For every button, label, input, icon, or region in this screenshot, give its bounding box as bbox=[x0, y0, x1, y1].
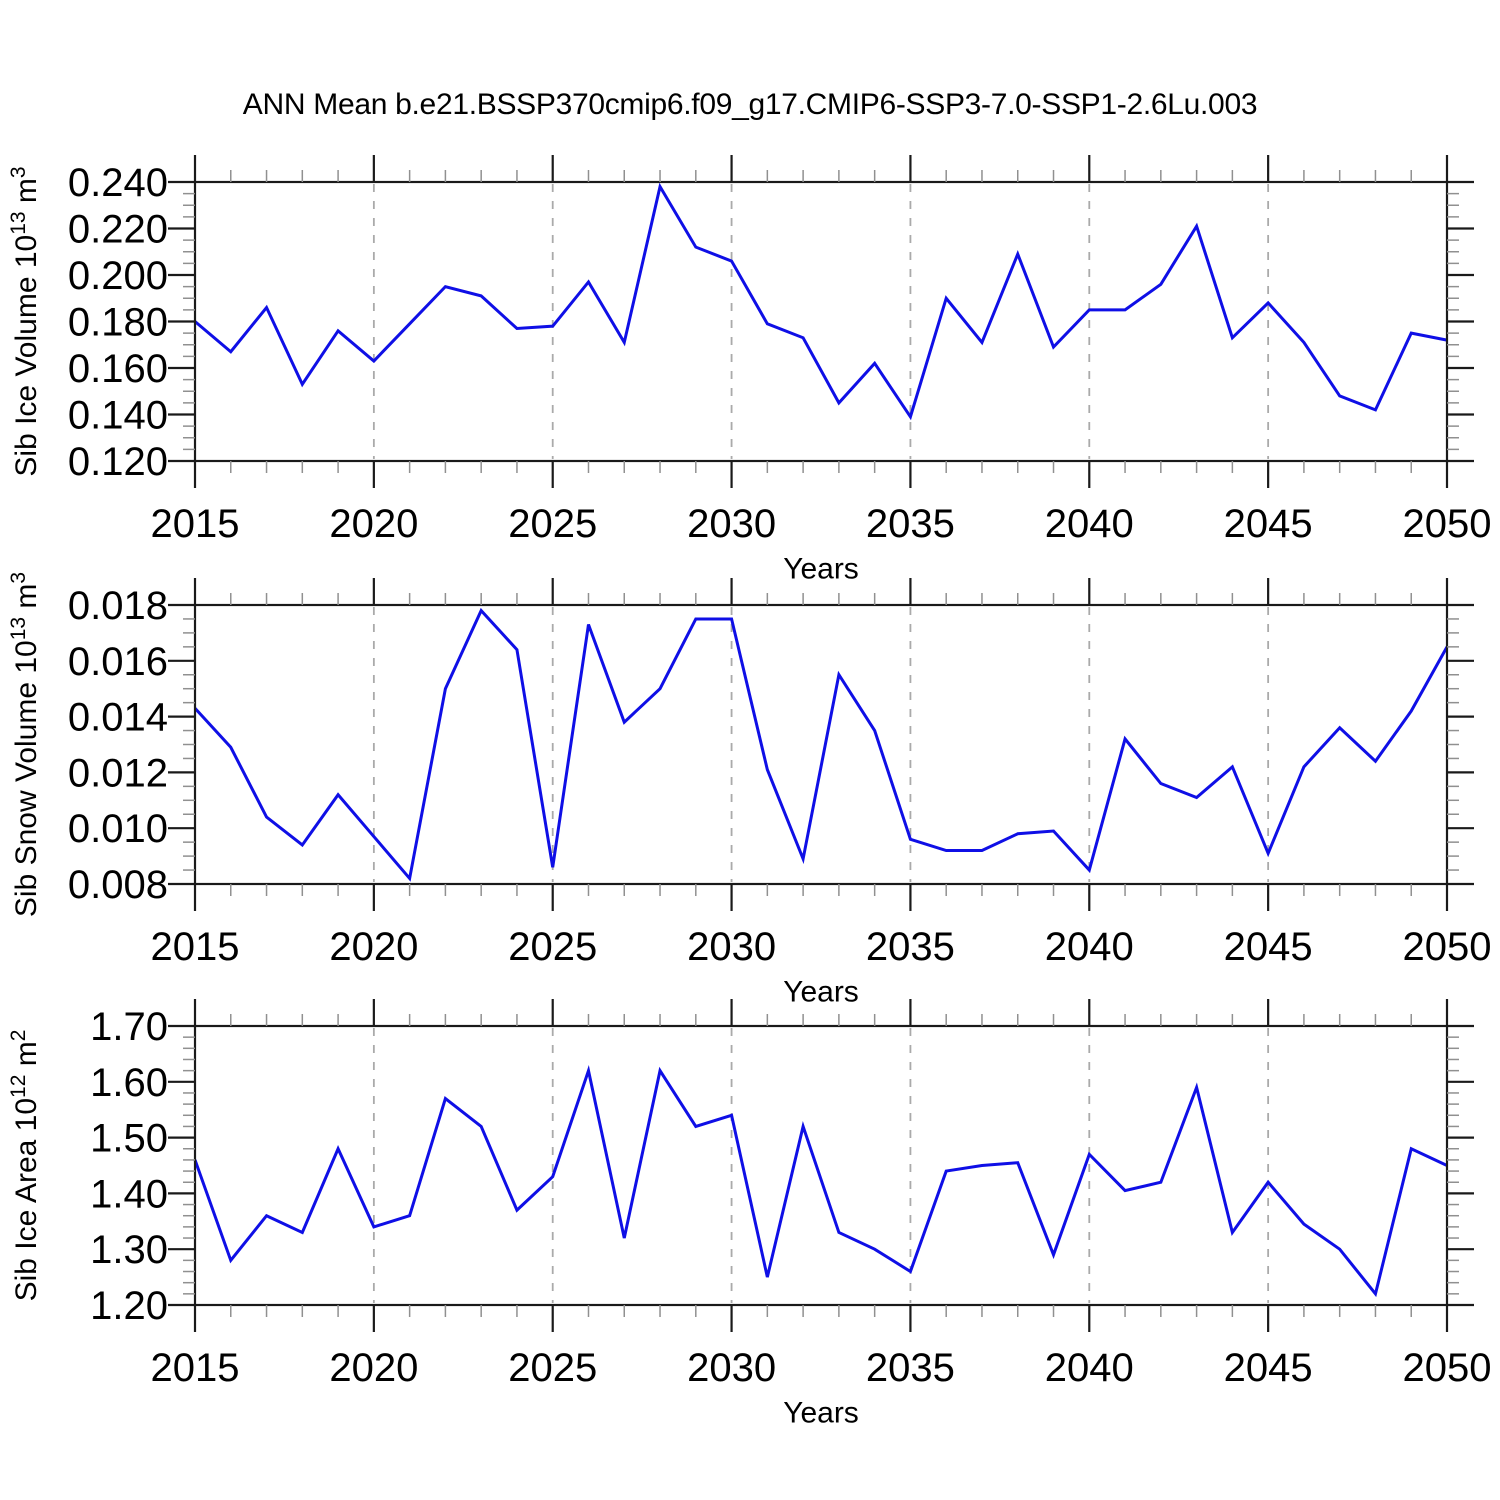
y-axis-title-sib-snow-volume: Sib Snow Volume 1013 m3 bbox=[7, 572, 43, 917]
y-axis-title-sib-ice-volume: Sib Ice Volume 1013 m3 bbox=[7, 166, 43, 476]
panel-sib-ice-area: 1.20 1.30 1.40 1.50 1.60 1.70 2015 2020 2025 2030… bbox=[7, 999, 1491, 1430]
y-tick-label: 0.140 bbox=[68, 394, 168, 438]
y-tick-label: 0.016 bbox=[68, 640, 168, 684]
x-tick-label: 2020 bbox=[329, 925, 418, 969]
series-line-sib-ice-area bbox=[193, 1064, 1448, 1298]
y-axis-title-sib-ice-area: Sib Ice Area 1012 m2 bbox=[7, 1030, 43, 1302]
x-tick-label: 2015 bbox=[151, 502, 240, 546]
x-tick-label: 2050 bbox=[1403, 925, 1492, 969]
x-axis-title-sib-ice-area: Years bbox=[783, 1397, 859, 1430]
x-tick-label: 2035 bbox=[866, 502, 955, 546]
x-tick-label: 2025 bbox=[508, 502, 597, 546]
gridlines-sib-ice-volume bbox=[372, 184, 1270, 459]
y-tick-label: 0.180 bbox=[68, 301, 168, 345]
series-line-sib-ice-volume bbox=[194, 182, 1448, 421]
x-tick-label: 2020 bbox=[329, 1346, 418, 1390]
x-tick-label: 2045 bbox=[1224, 502, 1313, 546]
x-tick-label: 2035 bbox=[866, 925, 955, 969]
x-ticks-sib-ice-area bbox=[193, 999, 1449, 1332]
y-tick-label: 1.50 bbox=[90, 1117, 168, 1161]
y-tick-label: 1.20 bbox=[90, 1284, 168, 1328]
y-tick-label: 0.008 bbox=[68, 863, 168, 907]
x-tick-label: 2035 bbox=[866, 1346, 955, 1390]
x-tick-label: 2030 bbox=[687, 1346, 776, 1390]
y-tick-labels-sib-snow-volume: 0.008 0.010 0.012 0.014 0.016 0.018 bbox=[68, 584, 168, 907]
plot-box-sib-ice-area bbox=[193, 1024, 1449, 1307]
x-tick-label: 2040 bbox=[1045, 925, 1134, 969]
x-tick-label: 2020 bbox=[329, 502, 418, 546]
x-tick-labels-sib-snow-volume: 2015 2020 2025 2030 2035 2040 2045 2050 bbox=[151, 925, 1492, 969]
y-tick-label: 0.200 bbox=[68, 254, 168, 298]
y-tick-label: 0.012 bbox=[68, 751, 168, 795]
y-tick-label: 0.220 bbox=[68, 208, 168, 252]
y-tick-labels-sib-ice-area: 1.20 1.30 1.40 1.50 1.60 1.70 bbox=[90, 1005, 168, 1328]
x-tick-label: 2045 bbox=[1224, 925, 1313, 969]
gridlines-sib-ice-area bbox=[372, 1028, 1270, 1303]
x-tick-label: 2050 bbox=[1403, 1346, 1492, 1390]
x-axis-title-sib-ice-volume: Years bbox=[783, 553, 859, 586]
y-tick-label: 1.60 bbox=[90, 1061, 168, 1105]
x-axis-title-sib-snow-volume: Years bbox=[783, 976, 859, 1009]
x-tick-label: 2015 bbox=[151, 1346, 240, 1390]
y-tick-label: 0.018 bbox=[68, 584, 168, 628]
y-ticks-sib-ice-volume bbox=[168, 180, 1474, 463]
y-tick-label: 0.010 bbox=[68, 807, 168, 851]
y-tick-label: 0.120 bbox=[68, 440, 168, 484]
chart-title: ANN Mean b.e21.BSSP370cmip6.f09_g17.CMIP… bbox=[242, 88, 1258, 121]
y-tick-label: 0.160 bbox=[68, 347, 168, 391]
x-tick-labels-sib-ice-area: 2015 2020 2025 2030 2035 2040 2045 2050 bbox=[151, 1346, 1492, 1390]
y-tick-label: 1.30 bbox=[90, 1228, 168, 1272]
x-tick-label: 2045 bbox=[1224, 1346, 1313, 1390]
y-tick-label: 0.014 bbox=[68, 696, 168, 740]
y-ticks-sib-ice-area bbox=[168, 1024, 1474, 1307]
x-tick-label: 2050 bbox=[1403, 502, 1492, 546]
x-ticks-sib-snow-volume bbox=[193, 578, 1449, 911]
plot-box-sib-ice-volume bbox=[193, 180, 1449, 463]
x-tick-label: 2040 bbox=[1045, 1346, 1134, 1390]
x-tick-label: 2025 bbox=[508, 925, 597, 969]
x-tick-label: 2030 bbox=[687, 502, 776, 546]
x-tick-labels-sib-ice-volume: 2015 2020 2025 2030 2035 2040 2045 2050 bbox=[151, 502, 1492, 546]
plot-box-sib-snow-volume bbox=[193, 603, 1449, 886]
y-tick-label: 1.70 bbox=[90, 1005, 168, 1049]
y-tick-label: 1.40 bbox=[90, 1172, 168, 1216]
gridlines-sib-snow-volume bbox=[372, 607, 1270, 882]
series-line-sib-snow-volume bbox=[193, 607, 1449, 882]
x-tick-label: 2025 bbox=[508, 1346, 597, 1390]
x-ticks-sib-ice-volume bbox=[193, 155, 1449, 488]
y-ticks-sib-snow-volume bbox=[168, 603, 1474, 886]
x-tick-label: 2030 bbox=[687, 925, 776, 969]
x-tick-label: 2040 bbox=[1045, 502, 1134, 546]
y-tick-label: 0.240 bbox=[68, 161, 168, 205]
x-tick-label: 2015 bbox=[151, 925, 240, 969]
